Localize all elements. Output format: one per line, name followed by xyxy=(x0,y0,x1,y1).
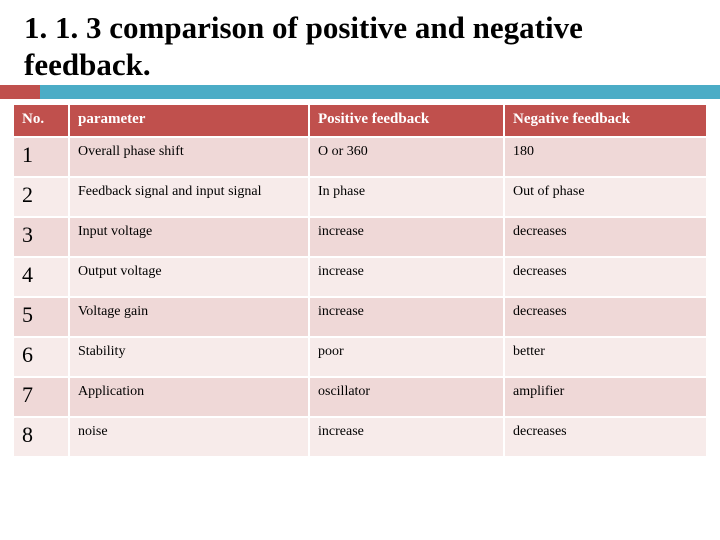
table-row: 5 Voltage gain increase decreases xyxy=(13,297,707,337)
col-header-parameter: parameter xyxy=(69,104,309,137)
cell-positive: increase xyxy=(309,217,504,257)
comparison-table: No. parameter Positive feedback Negative… xyxy=(12,103,708,458)
cell-parameter: Application xyxy=(69,377,309,417)
cell-no: 5 xyxy=(13,297,69,337)
cell-no: 2 xyxy=(13,177,69,217)
cell-no: 1 xyxy=(13,137,69,177)
cell-positive: increase xyxy=(309,297,504,337)
cell-no: 4 xyxy=(13,257,69,297)
cell-no: 7 xyxy=(13,377,69,417)
cell-positive: O or 360 xyxy=(309,137,504,177)
cell-no: 3 xyxy=(13,217,69,257)
cell-no: 8 xyxy=(13,417,69,457)
cell-positive: poor xyxy=(309,337,504,377)
cell-positive: In phase xyxy=(309,177,504,217)
table-header-row: No. parameter Positive feedback Negative… xyxy=(13,104,707,137)
cell-parameter: Feedback signal and input signal xyxy=(69,177,309,217)
slide-title: 1. 1. 3 comparison of positive and negat… xyxy=(0,0,720,87)
cell-negative: better xyxy=(504,337,707,377)
cell-parameter: noise xyxy=(69,417,309,457)
cell-negative: 180 xyxy=(504,137,707,177)
table-row: 2 Feedback signal and input signal In ph… xyxy=(13,177,707,217)
cell-negative: decreases xyxy=(504,217,707,257)
table-row: 4 Output voltage increase decreases xyxy=(13,257,707,297)
cell-negative: Out of phase xyxy=(504,177,707,217)
cell-positive: oscillator xyxy=(309,377,504,417)
cell-positive: increase xyxy=(309,417,504,457)
cell-parameter: Voltage gain xyxy=(69,297,309,337)
cell-negative: amplifier xyxy=(504,377,707,417)
cell-parameter: Overall phase shift xyxy=(69,137,309,177)
cell-parameter: Output voltage xyxy=(69,257,309,297)
slide: 1. 1. 3 comparison of positive and negat… xyxy=(0,0,720,540)
cell-positive: increase xyxy=(309,257,504,297)
cell-parameter: Stability xyxy=(69,337,309,377)
accent-bar xyxy=(0,85,720,99)
col-header-no: No. xyxy=(13,104,69,137)
cell-no: 6 xyxy=(13,337,69,377)
cell-parameter: Input voltage xyxy=(69,217,309,257)
table-row: 8 noise increase decreases xyxy=(13,417,707,457)
cell-negative: decreases xyxy=(504,297,707,337)
table-row: 6 Stability poor better xyxy=(13,337,707,377)
table-row: 3 Input voltage increase decreases xyxy=(13,217,707,257)
accent-red-block xyxy=(0,85,40,99)
accent-teal-block xyxy=(40,85,720,99)
cell-negative: decreases xyxy=(504,257,707,297)
col-header-negative: Negative feedback xyxy=(504,104,707,137)
table-row: 1 Overall phase shift O or 360 180 xyxy=(13,137,707,177)
table-row: 7 Application oscillator amplifier xyxy=(13,377,707,417)
col-header-positive: Positive feedback xyxy=(309,104,504,137)
cell-negative: decreases xyxy=(504,417,707,457)
